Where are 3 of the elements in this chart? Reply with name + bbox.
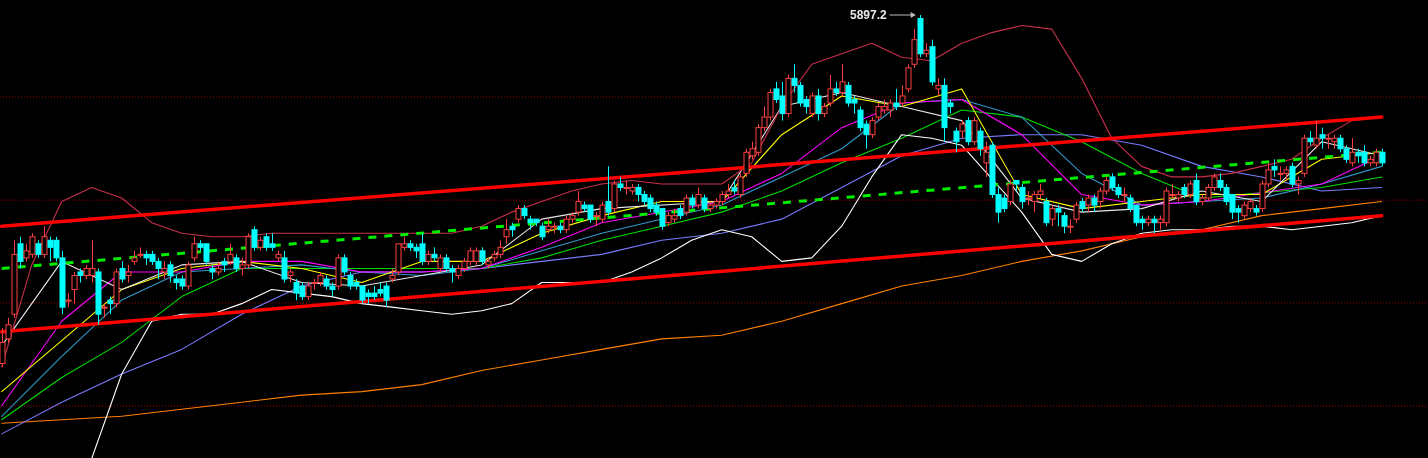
annotation: 5897.2 [850, 8, 888, 22]
candlestick [503, 218, 510, 245]
candlestick [983, 141, 990, 178]
